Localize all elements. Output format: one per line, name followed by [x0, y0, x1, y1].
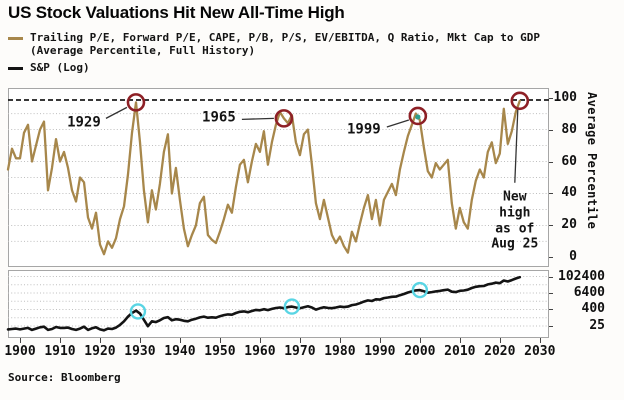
chart-legend: Trailing P/E, Forward P/E, CAPE, P/B, P/…: [8, 31, 590, 79]
x-tick-label: 2010: [444, 344, 476, 359]
y-tick: [549, 257, 553, 259]
y-tick: [549, 309, 553, 311]
annotation-connector: [105, 106, 128, 119]
x-tick-label: 2000: [404, 344, 436, 359]
y-tick: [549, 325, 553, 327]
x-tick: [299, 338, 301, 343]
x-tick: [99, 338, 101, 343]
y-tick: [549, 161, 553, 163]
x-tick: [19, 338, 21, 343]
annotation-connector: [386, 119, 410, 128]
y-tick: [549, 225, 553, 227]
peak-1965-circle: [274, 109, 294, 128]
valuation-percentile-plot: [6, 88, 549, 267]
y-tick-label: 40: [561, 185, 577, 201]
x-tick-label: 2020: [484, 344, 516, 359]
marker-dot: [415, 114, 421, 120]
sp-circle-1968-circle: [283, 298, 301, 315]
y-tick-label: 400: [581, 301, 605, 317]
y-tick: [549, 293, 553, 294]
sp-circle-1929-circle: [129, 303, 147, 320]
new-high-callout-label: New high as of Aug 25: [491, 189, 539, 252]
x-tick-label: 2030: [524, 344, 556, 359]
source-note: Source: Bloomberg: [8, 371, 121, 384]
y-axis-title: Average Percentile: [585, 92, 599, 230]
x-tick: [219, 338, 221, 343]
peak-1999-circle: [408, 106, 428, 126]
sp-series-label: S&P (Log): [30, 60, 90, 74]
sp-log-plot: [6, 270, 549, 338]
legend-item-sp: S&P (Log): [8, 60, 590, 75]
annotation-connector: [514, 109, 519, 183]
x-tick-label: 1990: [364, 344, 396, 359]
x-tick-label: 1930: [124, 344, 156, 359]
valuation-series-swatch: [8, 37, 23, 40]
x-tick-label: 1970: [284, 344, 316, 359]
y-tick-label: 20: [561, 217, 577, 233]
x-tick-label: 1910: [44, 344, 76, 359]
y-tick-label: 80: [561, 121, 577, 137]
valuation-series-label: Trailing P/E, Forward P/E, CAPE, P/B, P/…: [30, 31, 540, 57]
x-tick: [59, 338, 61, 343]
sp-log-line: [6, 275, 522, 332]
x-tick: [539, 338, 541, 343]
y-tick: [549, 129, 553, 131]
x-tick: [179, 338, 181, 343]
annotation-connector: [241, 117, 274, 121]
x-tick: [459, 338, 461, 343]
new-high-callout-circle: [510, 91, 530, 111]
x-tick-label: 1920: [84, 344, 116, 359]
y-tick: [549, 193, 553, 195]
x-tick: [139, 338, 141, 343]
x-tick-label: 1940: [164, 344, 196, 359]
peak-1965-label: 1965: [202, 109, 236, 126]
legend-item-valuations: Trailing P/E, Forward P/E, CAPE, P/B, P/…: [8, 31, 590, 58]
x-tick: [379, 338, 381, 343]
x-tick-label: 1960: [244, 344, 276, 359]
y-tick: [549, 276, 553, 278]
y-tick-label: 102400: [558, 268, 605, 284]
y-tick-label: 0: [569, 249, 577, 265]
chart-title: US Stock Valuations Hit New All-Time Hig…: [8, 3, 345, 22]
x-tick: [499, 338, 501, 343]
sp-series-swatch: [8, 66, 23, 70]
x-tick: [259, 338, 261, 343]
y-tick: [549, 97, 553, 99]
peak-1999-label: 1999: [346, 121, 381, 138]
peak-1929-circle: [126, 93, 146, 112]
y-tick-label: 6400: [573, 285, 605, 300]
sp-circle-2000-circle: [411, 281, 429, 299]
x-tick: [419, 338, 421, 343]
sp-log-frame: [8, 270, 549, 338]
y-tick-label: 25: [589, 317, 605, 333]
x-tick-label: 1950: [204, 344, 236, 359]
y-tick-label: 60: [561, 153, 577, 169]
valuation-percentile-line: [6, 99, 521, 256]
x-tick-label: 1980: [324, 344, 356, 359]
x-tick-label: 1900: [4, 344, 36, 359]
y-tick-label: 100: [553, 89, 577, 105]
peak-1929-label: 1929: [67, 114, 101, 131]
x-tick: [339, 338, 341, 343]
